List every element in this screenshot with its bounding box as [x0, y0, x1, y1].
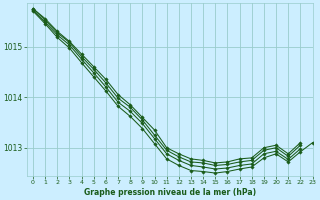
X-axis label: Graphe pression niveau de la mer (hPa): Graphe pression niveau de la mer (hPa) [84, 188, 256, 197]
